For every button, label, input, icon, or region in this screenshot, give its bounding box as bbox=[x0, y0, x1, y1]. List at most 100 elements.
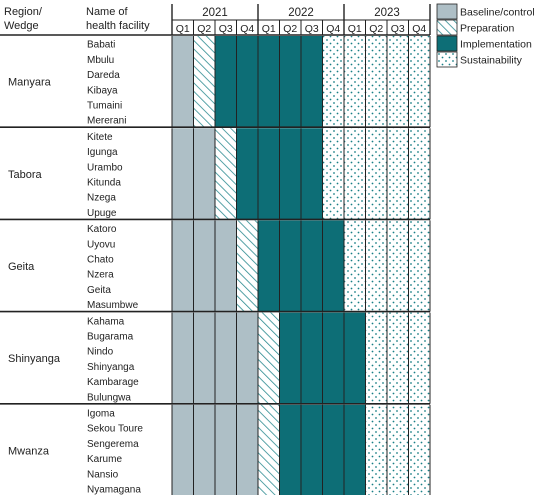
cell-sustainability bbox=[408, 404, 430, 495]
cell-baseline bbox=[236, 404, 258, 495]
quarter-label: Q1 bbox=[262, 23, 276, 35]
cell-implementation bbox=[279, 36, 301, 128]
region-label: Geita bbox=[8, 261, 35, 273]
region-label: Mwanza bbox=[8, 445, 50, 457]
cell-preparation bbox=[215, 128, 237, 220]
facility-label: Nyamagana bbox=[87, 485, 141, 495]
facility-label: Kitete bbox=[87, 132, 113, 143]
facility-label: Nzera bbox=[87, 270, 114, 281]
cell-sustainability bbox=[387, 36, 409, 128]
region-label: Manyara bbox=[8, 77, 52, 89]
cell-baseline bbox=[215, 404, 237, 495]
cell-baseline bbox=[193, 128, 215, 220]
cell-implementation bbox=[279, 404, 301, 495]
cell-implementation bbox=[301, 220, 323, 312]
cell-implementation bbox=[215, 36, 237, 128]
cell-implementation bbox=[258, 220, 280, 312]
cell-sustainability bbox=[408, 312, 430, 404]
cell-sustainability bbox=[387, 128, 409, 220]
quarter-label: Q2 bbox=[197, 23, 211, 35]
cell-sustainability bbox=[322, 128, 344, 220]
cell-baseline bbox=[236, 312, 258, 404]
cell-implementation bbox=[301, 128, 323, 220]
facility-label: Katoro bbox=[87, 224, 117, 235]
quarter-label: Q1 bbox=[348, 23, 362, 35]
quarter-label: Q3 bbox=[219, 23, 233, 35]
cell-implementation bbox=[258, 36, 280, 128]
legend-swatch-baseline-control bbox=[436, 3, 458, 20]
quarter-label: Q4 bbox=[240, 23, 254, 35]
legend-label: Preparation bbox=[460, 23, 514, 35]
cell-baseline bbox=[172, 312, 194, 404]
cell-baseline bbox=[193, 404, 215, 495]
cell-implementation bbox=[279, 220, 301, 312]
legend-swatch-implementation bbox=[436, 35, 458, 52]
cell-sustainability bbox=[365, 220, 387, 312]
year-label: 2023 bbox=[374, 7, 400, 19]
facility-label: Upuge bbox=[87, 208, 117, 219]
cell-sustainability bbox=[408, 128, 430, 220]
cell-implementation bbox=[279, 312, 301, 404]
cell-implementation bbox=[322, 220, 344, 312]
facility-label: Mererani bbox=[87, 116, 126, 127]
cell-preparation bbox=[258, 404, 280, 495]
facility-label: Kambarage bbox=[87, 377, 139, 388]
legend-label: Sustainability bbox=[460, 55, 523, 67]
facility-label: Geita bbox=[87, 285, 111, 296]
legend-swatch-preparation bbox=[436, 19, 458, 36]
cell-baseline bbox=[172, 404, 194, 495]
cell-baseline bbox=[193, 312, 215, 404]
quarter-label: Q1 bbox=[176, 23, 190, 35]
facility-label: Nindo bbox=[87, 347, 114, 358]
cell-sustainability bbox=[408, 220, 430, 312]
facility-label: Kitunda bbox=[87, 178, 121, 189]
cell-baseline bbox=[172, 36, 194, 128]
cell-implementation bbox=[301, 36, 323, 128]
facility-label: Chato bbox=[87, 255, 114, 266]
facility-label: Kahama bbox=[87, 316, 125, 327]
facility-label: Uyovu bbox=[87, 239, 115, 250]
region-col-header-line1: Region/ bbox=[4, 6, 43, 18]
cell-sustainability bbox=[344, 36, 366, 128]
cell-sustainability bbox=[365, 404, 387, 495]
cell-baseline bbox=[215, 220, 237, 312]
cell-preparation bbox=[193, 36, 215, 128]
quarter-label: Q4 bbox=[326, 23, 340, 35]
cell-sustainability bbox=[408, 36, 430, 128]
facility-label: Shinyanga bbox=[87, 362, 135, 373]
facility-label: Urambo bbox=[87, 162, 123, 173]
facility-label: Nansio bbox=[87, 469, 119, 480]
facility-label: Sekou Toure bbox=[87, 424, 143, 435]
cell-implementation bbox=[322, 404, 344, 495]
cell-baseline bbox=[193, 220, 215, 312]
cell-preparation bbox=[258, 312, 280, 404]
cell-sustainability bbox=[365, 36, 387, 128]
facility-label: Babati bbox=[87, 40, 115, 51]
facility-label: Igoma bbox=[87, 409, 115, 420]
cell-implementation bbox=[301, 404, 323, 495]
region-label: Shinyanga bbox=[8, 353, 61, 365]
facility-label: Bulungwa bbox=[87, 392, 131, 403]
cell-baseline bbox=[172, 128, 194, 220]
cell-sustainability bbox=[387, 404, 409, 495]
cell-sustainability bbox=[365, 312, 387, 404]
facility-label: Kibaya bbox=[87, 85, 118, 96]
quarter-label: Q3 bbox=[305, 23, 319, 35]
cell-sustainability bbox=[387, 312, 409, 404]
cell-sustainability bbox=[344, 220, 366, 312]
facility-label: Sengerema bbox=[87, 439, 139, 450]
quarter-label: Q2 bbox=[283, 23, 297, 35]
cell-sustainability bbox=[365, 128, 387, 220]
region-col-header-line2: Wedge bbox=[4, 20, 39, 32]
quarter-label: Q3 bbox=[391, 23, 405, 35]
cell-baseline bbox=[215, 312, 237, 404]
facility-label: Tumaini bbox=[87, 101, 122, 112]
cell-implementation bbox=[236, 128, 258, 220]
year-label: 2022 bbox=[288, 7, 314, 19]
cell-implementation bbox=[279, 128, 301, 220]
cell-implementation bbox=[236, 36, 258, 128]
facility-col-header-line1: Name of bbox=[86, 6, 129, 18]
quarter-label: Q2 bbox=[369, 23, 383, 35]
